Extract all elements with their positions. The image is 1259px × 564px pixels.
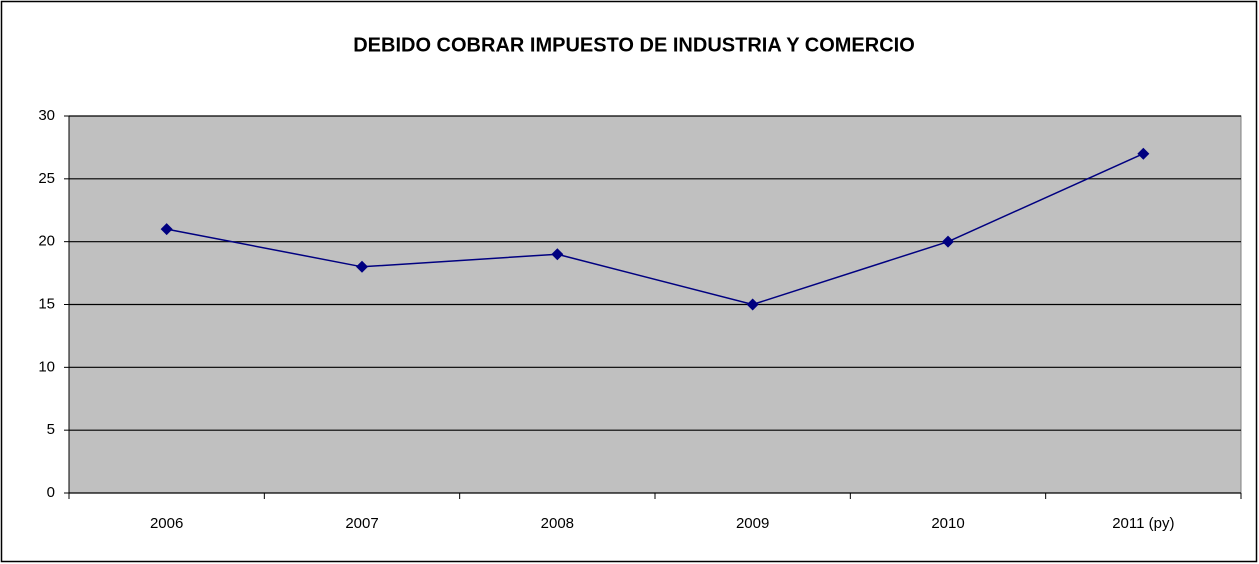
y-tick-label: 25 bbox=[38, 170, 55, 187]
y-tick-label: 10 bbox=[38, 358, 55, 375]
y-tick-label: 30 bbox=[38, 107, 55, 124]
line bbox=[166, 153, 1144, 306]
x-tick-label: 2009 bbox=[736, 515, 769, 532]
x-tick-label: 2008 bbox=[541, 515, 574, 532]
y-tick-label: 15 bbox=[38, 295, 55, 312]
y-tick-label: 5 bbox=[47, 421, 55, 438]
marker bbox=[746, 298, 759, 311]
x-tick-label: 2007 bbox=[345, 515, 378, 532]
chart-title: DEBIDO COBRAR IMPUESTO DE INDUSTRIA Y CO… bbox=[353, 34, 915, 56]
marker bbox=[551, 248, 564, 261]
marker bbox=[356, 260, 368, 273]
x-tick-label: 2010 bbox=[931, 515, 964, 532]
y-tick-label: 0 bbox=[47, 484, 55, 501]
x-tick-label: 2006 bbox=[150, 515, 183, 532]
marker bbox=[942, 235, 954, 248]
x-tick-label: 2011 (py) bbox=[1112, 515, 1174, 532]
marker bbox=[1137, 147, 1150, 160]
y-tick-label: 20 bbox=[38, 233, 55, 250]
marker bbox=[160, 223, 173, 236]
